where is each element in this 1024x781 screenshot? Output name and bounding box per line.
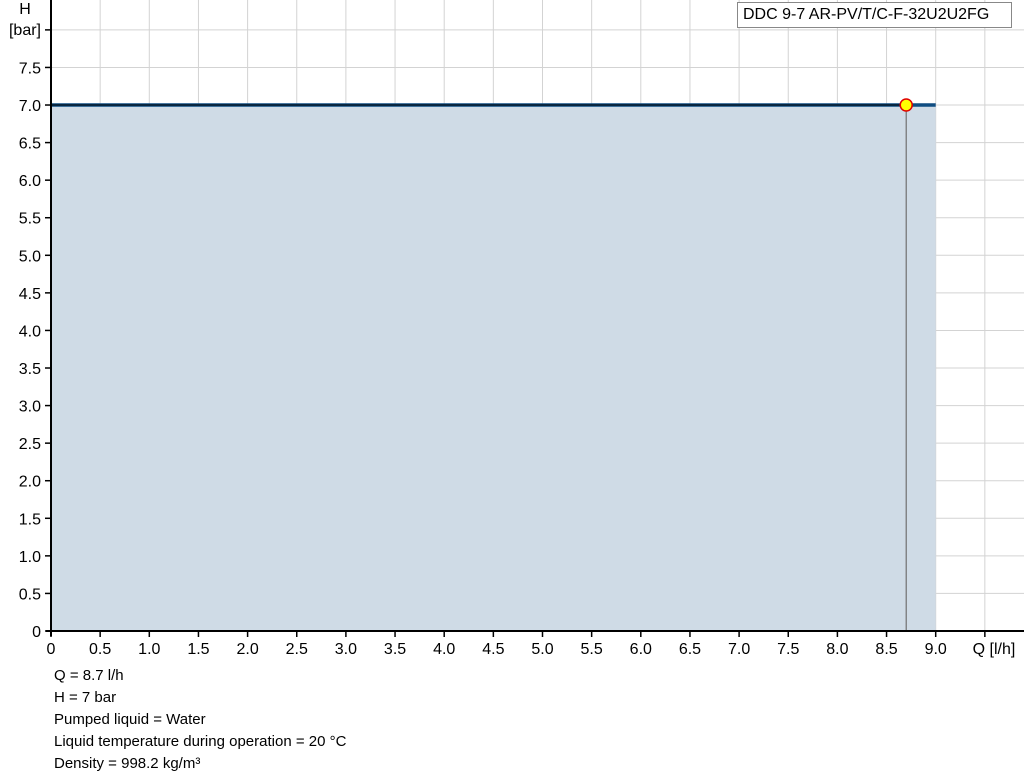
x-tick-label: 3.0 — [335, 641, 357, 658]
info-density: Density = 998.2 kg/m³ — [54, 755, 201, 772]
x-tick-label: 8.5 — [875, 641, 897, 658]
x-tick-label: 1.5 — [187, 641, 209, 658]
x-tick-label: 2.5 — [286, 641, 308, 658]
y-tick-label: 5.5 — [19, 211, 41, 228]
info-temperature: Liquid temperature during operation = 20… — [54, 733, 347, 750]
operating-point-marker — [899, 98, 913, 112]
x-tick-label: 4.5 — [482, 641, 504, 658]
info-liquid: Pumped liquid = Water — [54, 711, 206, 728]
x-tick-label: 2.0 — [236, 641, 258, 658]
x-tick-label: 0.5 — [89, 641, 111, 658]
x-tick-label: 6.0 — [630, 641, 652, 658]
y-tick-label: 0.5 — [19, 586, 41, 603]
x-tick-label: 0 — [47, 641, 56, 658]
y-tick-label: 3.0 — [19, 399, 41, 416]
x-tick-label: 1.0 — [138, 641, 160, 658]
x-tick-label: 4.0 — [433, 641, 455, 658]
x-tick-label: 3.5 — [384, 641, 406, 658]
y-tick-label: 4.0 — [19, 323, 41, 340]
operating-info: Q = 8.7 l/h H = 7 bar Pumped liquid = Wa… — [54, 665, 346, 775]
curve-area — [51, 105, 936, 631]
y-tick-label: 7.5 — [19, 60, 41, 77]
y-tick-label: 5.0 — [19, 248, 41, 265]
y-tick-label: 6.5 — [19, 136, 41, 153]
y-tick-label: 6.0 — [19, 173, 41, 190]
y-tick-label: 1.0 — [19, 549, 41, 566]
y-tick-label: 3.5 — [19, 361, 41, 378]
x-axis-label: Q [l/h] — [973, 641, 1016, 658]
info-flow: Q = 8.7 l/h — [54, 667, 124, 684]
legend-product-name: DDC 9-7 AR-PV/T/C-F-32U2U2FG — [737, 2, 1012, 28]
y-axis-label: H — [19, 1, 31, 18]
y-tick-label: 4.5 — [19, 286, 41, 303]
x-tick-label: 7.5 — [777, 641, 799, 658]
y-tick-label: 1.5 — [19, 511, 41, 528]
x-tick-label: 6.5 — [679, 641, 701, 658]
y-tick-label: 0 — [32, 624, 41, 641]
x-tick-label: 5.5 — [581, 641, 603, 658]
y-tick-label: 2.0 — [19, 474, 41, 491]
x-tick-label: 9.0 — [925, 641, 947, 658]
y-axis-unit: [bar] — [9, 22, 41, 39]
x-tick-label: 5.0 — [531, 641, 553, 658]
y-tick-label: 2.5 — [19, 436, 41, 453]
info-head: H = 7 bar — [54, 689, 117, 706]
x-tick-label: 8.0 — [826, 641, 848, 658]
y-tick-label: 7.0 — [19, 98, 41, 115]
x-tick-label: 7.0 — [728, 641, 750, 658]
